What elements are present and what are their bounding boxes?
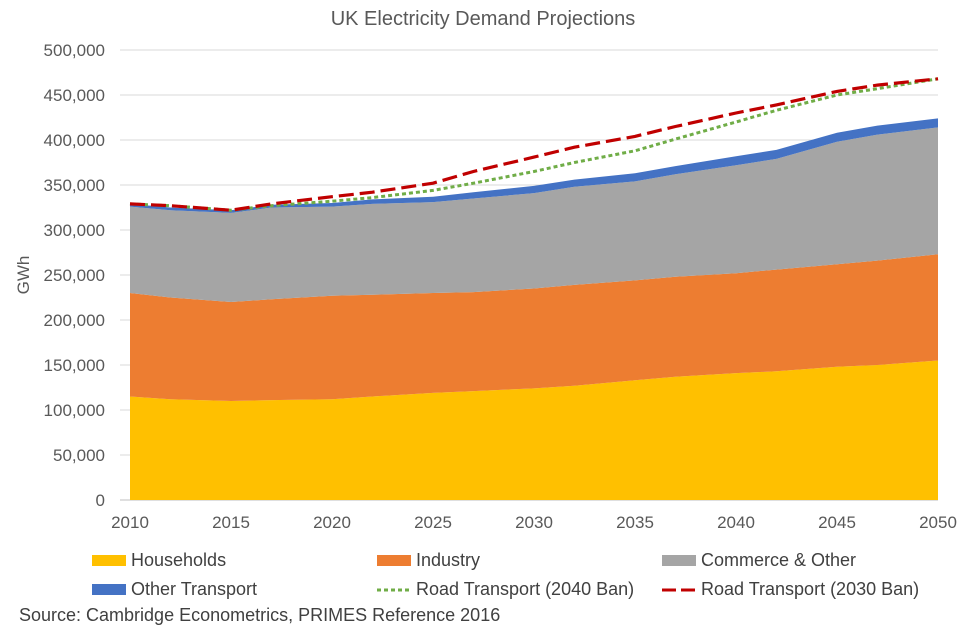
legend-swatch-households [92, 555, 126, 566]
legend-swatch-road-2040 [377, 588, 411, 591]
x-tick-label: 2025 [414, 513, 452, 532]
y-tick-label: 450,000 [44, 86, 105, 105]
x-tick-label: 2050 [919, 513, 957, 532]
x-axis-ticks: 2010 2015 2020 2025 2030 2035 2040 2045 2050 [111, 513, 957, 532]
x-tick-label: 2015 [212, 513, 250, 532]
y-tick-label: 0 [96, 491, 105, 510]
legend-item-industry: Industry [377, 550, 662, 571]
x-tick-label: 2020 [313, 513, 351, 532]
legend-item-other-transport: Other Transport [92, 579, 377, 600]
y-tick-label: 500,000 [44, 41, 105, 60]
x-tick-label: 2030 [515, 513, 553, 532]
y-tick-label: 250,000 [44, 266, 105, 285]
legend-swatch-road-2030 [662, 588, 696, 591]
legend-item-road-2030: Road Transport (2030 Ban) [662, 579, 952, 600]
x-tick-label: 2035 [616, 513, 654, 532]
y-tick-label: 150,000 [44, 356, 105, 375]
legend-item-commerce: Commerce & Other [662, 550, 952, 571]
legend: Households Industry Commerce & Other Oth… [92, 546, 952, 604]
legend-row: Households Industry Commerce & Other [92, 546, 952, 575]
legend-label-road-2040: Road Transport (2040 Ban) [416, 579, 635, 599]
y-tick-label: 200,000 [44, 311, 105, 330]
area-households [130, 360, 938, 500]
chart-title: UK Electricity Demand Projections [331, 8, 636, 30]
legend-item-households: Households [92, 550, 377, 571]
y-tick-label: 400,000 [44, 131, 105, 150]
legend-label-households: Households [131, 550, 227, 570]
legend-item-road-2040: Road Transport (2040 Ban) [377, 579, 662, 600]
y-tick-label: 100,000 [44, 401, 105, 420]
legend-label-commerce: Commerce & Other [701, 550, 857, 570]
area-commerce-other [130, 127, 938, 303]
area-industry [130, 254, 938, 401]
legend-row: Other Transport Road Transport (2040 Ban… [92, 575, 952, 604]
y-tick-label: 50,000 [53, 446, 105, 465]
y-tick-label: 350,000 [44, 176, 105, 195]
x-tick-label: 2010 [111, 513, 149, 532]
projection-lines [129, 77, 939, 212]
legend-label-industry: Industry [416, 550, 481, 570]
source-note: Source: Cambridge Econometrics, PRIMES R… [19, 605, 501, 625]
y-tick-label: 300,000 [44, 221, 105, 240]
x-tick-label: 2045 [818, 513, 856, 532]
legend-swatch-commerce [662, 555, 696, 566]
legend-swatch-other-transport [92, 584, 126, 595]
legend-label-other-transport: Other Transport [131, 579, 258, 599]
x-tick-label: 2040 [717, 513, 755, 532]
legend-label-road-2030: Road Transport (2030 Ban) [701, 579, 920, 599]
legend-swatch-industry [377, 555, 411, 566]
line-road-transport-2030-ban- [129, 77, 939, 212]
y-axis-ticks: 0 50,000 100,000 150,000 200,000 250,000 300,0… [44, 41, 105, 510]
stacked-areas [130, 118, 938, 500]
y-axis-label: GWh [14, 256, 33, 295]
